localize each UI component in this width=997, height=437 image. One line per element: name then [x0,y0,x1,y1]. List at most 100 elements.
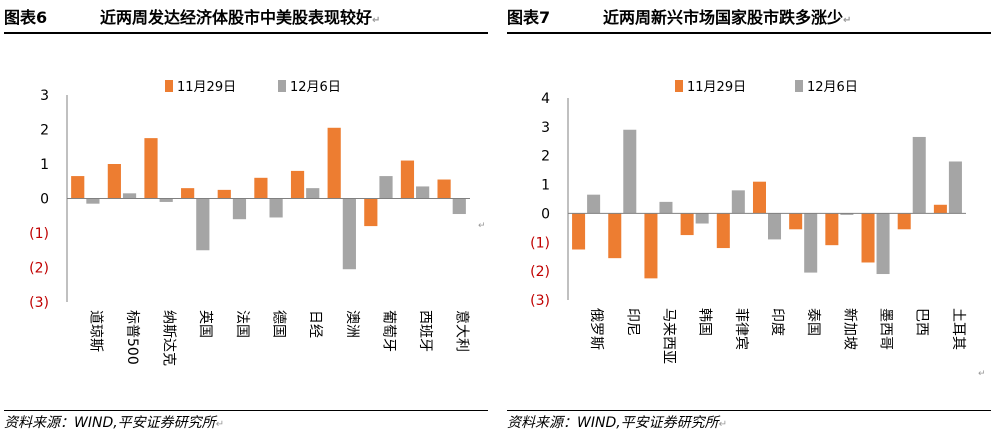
figure-title: 近两周新兴市场国家股市跌多涨少 [603,8,844,27]
bar-series-2 [768,213,782,240]
source-note: 资料来源：WIND,平安证券研究所↵ [4,410,488,433]
bar-series-1 [437,179,451,199]
bar-series-1 [107,164,121,199]
figure-title: 近两周发达经济体股市中美股表现较好 [100,8,373,27]
bar-series-2 [587,194,601,214]
bar-chart-developed-markets: 11月29日 12月6日 3 2 1 0 (1) (2) (3) 道琼斯 标普500 纳斯达克 英国 法国… [29,80,486,366]
figure-number: 图表6 [4,8,48,27]
bar-series-2 [416,186,430,199]
x-tick-label: 澳洲 [344,310,360,338]
bar-series-2 [840,213,854,215]
bar-series-2 [912,136,926,214]
bar-series-1 [364,198,378,227]
y-tick-label: 1 [541,178,550,194]
x-tick-label: 巴西 [914,308,930,336]
bar-series-2 [804,213,818,273]
x-tick-label: 意大利 [454,310,471,352]
bar-series-2 [695,213,709,224]
figure-header: 图表7 近两周新兴市场国家股市跌多涨少↵ [507,4,991,34]
bar-series-2 [86,198,100,204]
return-mark: ↵ [718,419,728,430]
bar-series-2 [122,193,137,199]
x-tick-label: 土耳其 [950,308,966,350]
bar-series-2 [196,198,210,251]
return-mark: ↵ [215,419,225,430]
bar-series-1 [144,138,158,199]
x-tick-label: 德国 [271,310,287,338]
bar-series-2 [379,176,393,199]
y-tick-label: (2) [530,264,550,280]
figure-number: 图表7 [507,8,551,27]
x-tick-label: 道琼斯 [87,310,103,352]
y-tick-label: 3 [541,120,550,136]
legend: 11月29日 12月6日 [675,80,858,95]
bar-series-1 [181,188,195,199]
y-tick-label: 1 [40,157,49,173]
y-tick-label: (3) [530,293,550,309]
bar-series-1 [897,213,911,230]
bar-series-2 [306,188,320,199]
bar-series-1 [254,177,268,199]
legend-label-series-2: 12月6日 [290,80,341,95]
bar-series-2 [452,198,466,215]
y-tick-label: 0 [541,206,550,222]
bar-series-2 [159,198,173,202]
y-tick-label: (3) [29,295,49,311]
legend-swatch-series-2 [795,80,803,92]
chart-panel-left: 图表6 近两周发达经济体股市中美股表现较好 ↵ 11月29日 12月6日 3 2 1 0 (1)… [0,0,497,437]
bar-series-2 [659,201,673,214]
x-tick-label: 葡萄牙 [380,310,396,352]
bar-series-2 [731,190,745,214]
bar-series-1 [644,213,658,279]
bar-series-2 [623,129,637,214]
x-tick-label: 韩国 [697,308,713,336]
bar-series-1 [400,160,415,199]
x-tick-label: 日经 [307,310,323,338]
bar-series-1 [861,213,875,263]
return-mark: ↵ [843,15,852,26]
x-tick-label: 俄罗斯 [588,308,604,350]
y-tick-label: 4 [541,91,550,107]
legend-swatch-series-1 [165,80,173,92]
bar-series-1 [933,204,947,214]
bar-series-1 [608,213,622,259]
bar-series-1 [789,213,803,230]
return-mark: ↵ [478,221,486,231]
x-tick-label: 墨西哥 [878,308,894,350]
source-text: 资料来源：WIND,平安证券研究所 [4,415,216,431]
y-tick-label: (1) [29,226,49,242]
legend-label-series-2: 12月6日 [807,80,858,95]
x-tick-label: 英国 [197,310,214,338]
bar-series-2 [232,198,247,220]
bar-series-1 [217,189,231,199]
bar-series-1 [752,181,766,214]
figure-header: 图表6 近两周发达经济体股市中美股表现较好↵ [4,4,488,34]
legend-label-series-1: 11月29日 [177,80,236,95]
chart-panel-right: 图表7 近两周新兴市场国家股市跌多涨少↵ 11月29日 12月6日 4 3 2 1 0 (1)(… [503,0,997,437]
x-tick-label: 泰国 [805,308,821,336]
y-tick-label: 0 [40,192,49,208]
bar-chart-emerging-markets: 11月29日 12月6日 4 3 2 1 0 (1) (2) (3) 俄罗斯 印尼 马来西亚 韩国 菲律宾 印… [530,80,986,379]
bar-series-2 [948,161,962,214]
y-tick-label: 3 [40,88,49,104]
x-tick-label: 法国 [234,310,250,338]
x-tick-label: 纳斯达克 [161,310,177,366]
x-tick-label: 西班牙 [417,310,433,352]
source-text: 资料来源：WIND,平安证券研究所 [507,415,719,431]
y-tick-label: 2 [40,123,49,139]
legend-swatch-series-1 [675,80,683,92]
bar-series-1 [825,213,839,246]
return-mark: ↵ [978,369,986,379]
legend-swatch-series-2 [278,80,286,92]
bar-series-1 [327,127,341,199]
x-tick-label: 新加坡 [841,308,857,350]
bar-series-2 [876,213,890,275]
y-tick-label: (2) [29,261,49,277]
bar-series-1 [71,176,85,199]
x-tick-label: 标普500 [124,310,140,365]
x-tick-label: 菲律宾 [733,308,749,350]
bar-series-2 [342,198,356,270]
bar-series-1 [716,213,730,249]
source-note: 资料来源：WIND,平安证券研究所↵ [507,410,991,433]
x-tick-label: 印度 [769,308,785,336]
